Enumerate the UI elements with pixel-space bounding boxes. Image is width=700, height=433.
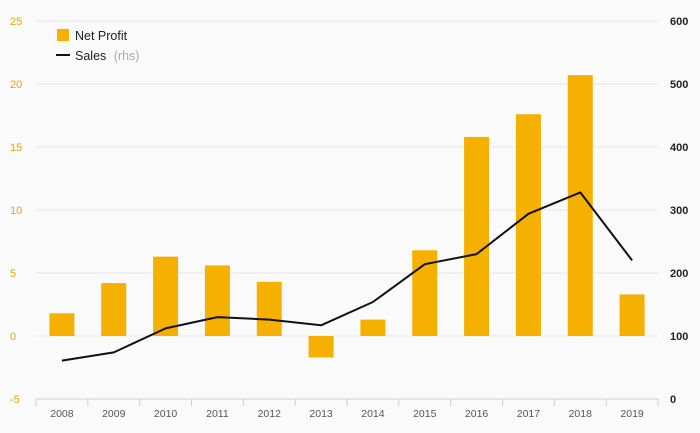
bar-net-profit-2016 [464,136,490,336]
right-tick-label: 0 [670,394,676,406]
gridlines [35,20,659,406]
legend-swatch-net-profit [57,29,69,41]
bar-net-profit-2008 [49,313,75,336]
x-tick-label: 2018 [569,408,593,420]
bar-net-profit-2018 [567,75,593,337]
sales-line [61,191,633,362]
x-tick-label: 2011 [206,408,229,420]
x-tick-label: 2012 [258,408,282,420]
bar-net-profit-2014 [360,319,386,336]
legend-label-net-profit: Net Profit [75,29,128,43]
left-tick-label: 25 [10,16,22,28]
right-tick-label: 500 [670,79,688,91]
legend: Net Profit Sales (rhs) [56,29,139,63]
bar-net-profit-2012 [256,281,282,336]
sales-line-layer [61,191,633,362]
legend-label-sales: Sales (rhs) [75,49,139,63]
legend-sales-suffix: (rhs) [114,49,140,63]
x-tick-label: 2017 [517,408,541,420]
net-profit-bars [49,75,645,358]
x-tick-label: 2013 [309,408,333,420]
x-tick-label: 2014 [361,408,385,420]
x-tick-label: 2016 [465,408,489,420]
right-tick-label: 200 [670,268,688,280]
bar-net-profit-2009 [101,283,127,336]
left-tick-label: 10 [10,205,22,217]
left-tick-label: 20 [10,79,22,91]
bar-net-profit-2011 [204,265,230,336]
bar-net-profit-2010 [153,256,179,336]
right-tick-label: 100 [670,331,688,343]
bar-net-profit-2017 [515,114,541,337]
x-tick-label: 2008 [50,408,74,420]
bar-net-profit-2019 [619,294,645,336]
right-tick-label: 300 [670,205,688,217]
bar-net-profit-2013 [308,336,334,358]
left-tick-label: 5 [10,268,16,280]
right-axis-ticks: 0 100 200 300 400 500 600 [670,16,688,406]
x-tick-label: 2009 [102,408,126,420]
x-tick-label: 2019 [620,408,644,420]
right-tick-label: 600 [670,16,688,28]
left-tick-label: 15 [10,142,22,154]
x-tick-label: 2010 [154,408,178,420]
left-axis-ticks: -5 0 5 10 15 20 25 [10,16,22,406]
x-axis-ticks: 2008 2009 2010 2011 2012 2013 2014 2015 2016 2017… [50,408,644,420]
x-tick-label: 2015 [413,408,437,420]
right-tick-label: 400 [670,142,688,154]
legend-sales-name: Sales [75,49,106,63]
left-tick-label: -5 [10,394,20,406]
left-tick-label: 0 [10,331,16,343]
